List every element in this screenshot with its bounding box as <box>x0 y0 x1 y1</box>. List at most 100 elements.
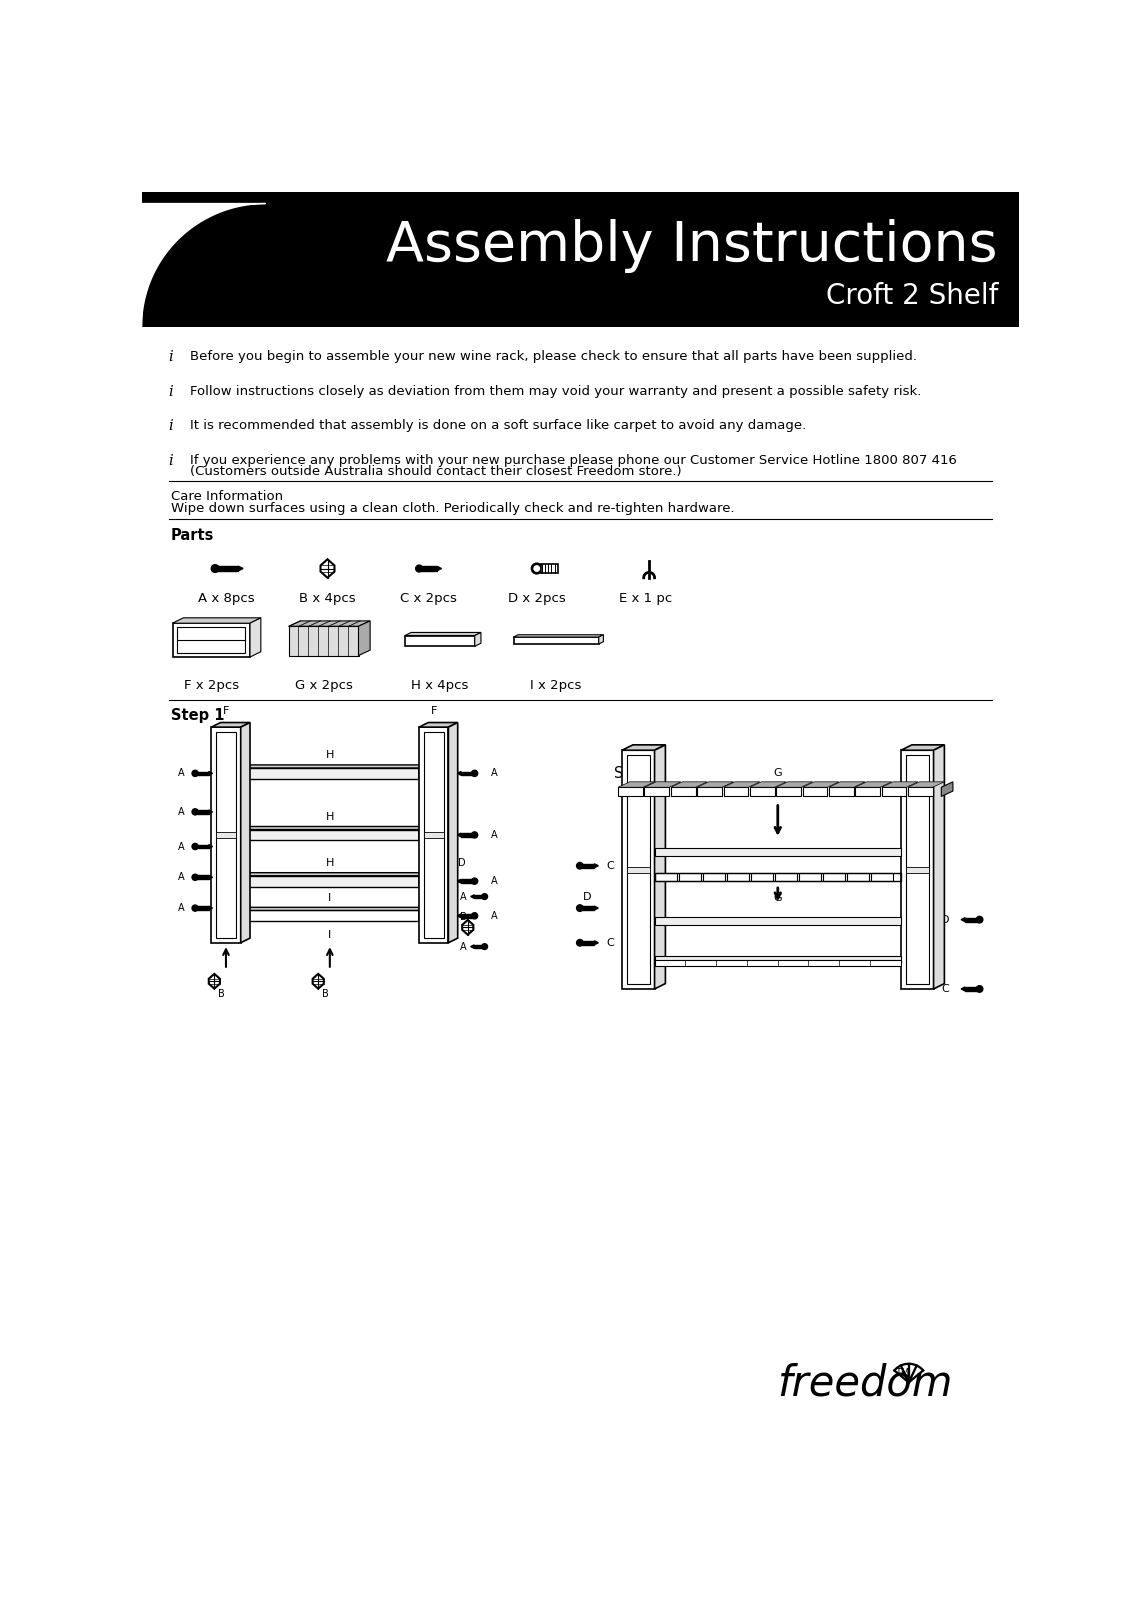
Bar <box>654 955 901 963</box>
Polygon shape <box>241 827 426 829</box>
Circle shape <box>531 563 542 574</box>
Polygon shape <box>461 880 473 883</box>
Polygon shape <box>644 782 681 787</box>
Bar <box>654 917 901 925</box>
Bar <box>142 192 1019 326</box>
Polygon shape <box>197 771 208 774</box>
Bar <box>627 755 650 984</box>
Text: D: D <box>457 858 465 867</box>
Polygon shape <box>474 894 483 898</box>
Polygon shape <box>966 918 978 922</box>
Polygon shape <box>723 782 760 787</box>
Circle shape <box>576 862 583 869</box>
Polygon shape <box>457 834 461 837</box>
Polygon shape <box>421 566 437 571</box>
Text: Follow instructions closely as deviation from them may void your warranty and pr: Follow instructions closely as deviation… <box>189 384 921 397</box>
Polygon shape <box>471 946 474 949</box>
Polygon shape <box>241 872 426 875</box>
Bar <box>241 875 419 886</box>
Text: A: A <box>491 877 498 886</box>
Bar <box>727 874 749 882</box>
Bar <box>829 787 854 797</box>
Polygon shape <box>474 632 481 646</box>
Bar <box>172 622 250 658</box>
Bar <box>654 874 677 882</box>
Polygon shape <box>457 914 461 918</box>
Bar <box>216 832 237 838</box>
Polygon shape <box>749 782 787 787</box>
Polygon shape <box>241 907 426 910</box>
Text: Parts: Parts <box>171 528 214 544</box>
Text: A: A <box>491 768 498 778</box>
Polygon shape <box>419 907 426 922</box>
Polygon shape <box>621 746 666 750</box>
Polygon shape <box>142 203 266 326</box>
Text: F: F <box>223 706 229 717</box>
Text: B: B <box>323 989 328 998</box>
Polygon shape <box>457 771 461 774</box>
Circle shape <box>576 906 583 912</box>
Bar <box>901 750 934 989</box>
Text: G: G <box>773 768 782 778</box>
Circle shape <box>212 565 218 573</box>
Text: H: H <box>326 750 334 760</box>
Bar <box>654 960 901 966</box>
Polygon shape <box>197 845 208 848</box>
Bar <box>908 787 933 797</box>
Bar <box>871 874 893 882</box>
Bar <box>541 563 558 573</box>
Circle shape <box>472 878 478 885</box>
Bar <box>654 848 901 856</box>
Polygon shape <box>966 987 978 990</box>
Text: (Customers outside Australia should contact their closest Freedom store.): (Customers outside Australia should cont… <box>189 464 681 477</box>
Bar <box>751 874 773 882</box>
Text: F: F <box>430 706 437 717</box>
Text: D: D <box>941 915 949 925</box>
Circle shape <box>192 808 198 814</box>
Text: Before you begin to assemble your new wine rack, please check to ensure that all: Before you begin to assemble your new wi… <box>189 350 917 363</box>
Bar <box>423 731 444 938</box>
Text: D: D <box>583 891 591 901</box>
Text: A x 8pcs: A x 8pcs <box>198 592 255 605</box>
Polygon shape <box>212 723 250 726</box>
Bar <box>423 832 444 838</box>
Text: i: i <box>169 384 173 398</box>
Bar <box>774 874 797 882</box>
Circle shape <box>192 843 198 850</box>
Polygon shape <box>829 782 865 787</box>
Text: I: I <box>328 931 332 941</box>
Bar <box>627 867 650 872</box>
Polygon shape <box>654 746 666 989</box>
Text: C: C <box>942 984 949 994</box>
Text: It is recommended that assembly is done on a soft surface like carpet to avoid a: It is recommended that assembly is done … <box>189 419 806 432</box>
Polygon shape <box>461 771 473 774</box>
Text: C: C <box>607 861 615 870</box>
Text: I: I <box>328 893 332 902</box>
Text: Care Information: Care Information <box>171 490 283 502</box>
Text: If you experience any problems with your new purchase please phone our Customer : If you experience any problems with your… <box>189 454 957 467</box>
Text: A: A <box>178 872 185 882</box>
Circle shape <box>192 770 198 776</box>
Polygon shape <box>448 723 457 942</box>
Text: A: A <box>178 768 185 778</box>
Bar <box>289 626 359 656</box>
Polygon shape <box>961 918 966 922</box>
Bar <box>419 726 448 942</box>
Text: H: H <box>326 811 334 822</box>
Bar <box>241 768 419 779</box>
Polygon shape <box>208 906 213 910</box>
Polygon shape <box>289 621 370 626</box>
Polygon shape <box>594 941 599 944</box>
Polygon shape <box>208 974 220 989</box>
Polygon shape <box>461 834 473 837</box>
Text: A: A <box>460 893 466 902</box>
Polygon shape <box>582 941 594 944</box>
Text: TM: TM <box>894 1368 909 1378</box>
Bar <box>671 787 696 797</box>
Circle shape <box>472 832 478 838</box>
Text: freedom: freedom <box>777 1363 952 1405</box>
Text: Croft 2 Shelf: Croft 2 Shelf <box>825 282 998 310</box>
Circle shape <box>482 894 488 899</box>
Bar <box>803 787 827 797</box>
Polygon shape <box>239 566 243 571</box>
